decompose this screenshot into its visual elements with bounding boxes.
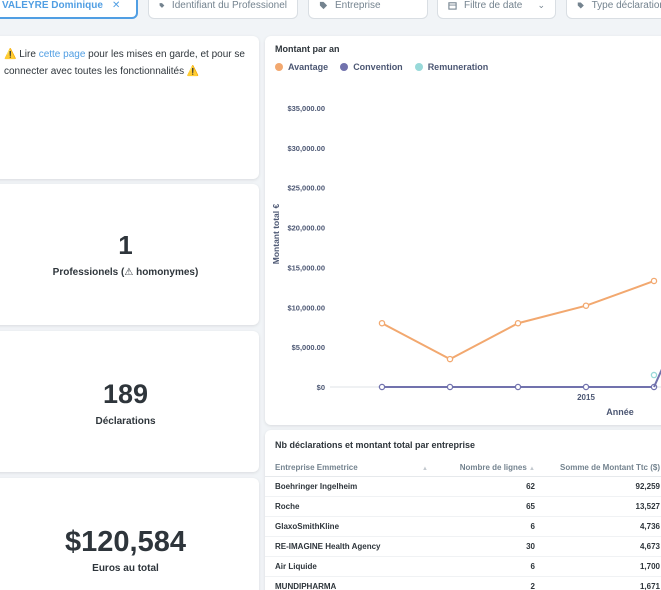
amount-cell: 4,673 bbox=[545, 536, 661, 557]
data-point-convention bbox=[582, 383, 590, 391]
warning-text: ⚠️ Lire cette page pour les mises en gar… bbox=[4, 49, 245, 77]
declarations-card: 189 Déclarations bbox=[0, 331, 259, 472]
filter-company[interactable]: Entreprise bbox=[308, 0, 428, 19]
amount-cell: 1,671 bbox=[545, 576, 661, 590]
company-table: Entreprise Emmetrice ▲ Nombre de lignes … bbox=[265, 460, 661, 590]
y-axis-title: Montant total € bbox=[271, 204, 281, 265]
table-header-row: Entreprise Emmetrice ▲ Nombre de lignes … bbox=[265, 460, 661, 477]
declarations-count: 189 bbox=[102, 379, 149, 409]
table-row[interactable]: GlaxoSmithKline 6 4,736 bbox=[265, 516, 661, 537]
data-point-remuneration bbox=[650, 371, 658, 379]
filter-date-label: Filtre de date bbox=[464, 0, 523, 11]
company-cell: Air Liquide bbox=[265, 556, 440, 577]
y-tick-label: $30,000.00 bbox=[287, 144, 325, 153]
tag-icon bbox=[159, 3, 165, 8]
chevron-down-icon: ⌄ bbox=[537, 0, 545, 10]
data-point-avantage bbox=[446, 355, 454, 363]
filter-active-label: VALEYRE Dominique bbox=[2, 0, 103, 11]
y-tick-label: $10,000.00 bbox=[287, 303, 325, 312]
calendar-icon bbox=[448, 2, 457, 10]
data-point-convention bbox=[378, 383, 386, 391]
table-row[interactable]: MUNDIPHARMA 2 1,671 bbox=[265, 576, 661, 590]
filter-declaration-type[interactable]: Type déclaration bbox=[566, 0, 661, 19]
close-icon[interactable]: ✕ bbox=[111, 0, 121, 11]
y-tick-label: $20,000.00 bbox=[287, 224, 325, 233]
legend-item-avantage[interactable]: Avantage bbox=[275, 62, 328, 72]
legend-dot bbox=[414, 63, 423, 71]
y-tick-label: $35,000.00 bbox=[287, 104, 325, 113]
total-label: Euros au total bbox=[92, 563, 159, 574]
data-point-convention bbox=[514, 383, 522, 391]
legend-item-convention[interactable]: Convention bbox=[340, 62, 403, 72]
line-chart: $0 $5,000.00 $10,000.00 $15,000.00 $20,000.0… bbox=[271, 104, 661, 417]
filter-declaration-type-label: Type déclaration bbox=[591, 0, 661, 11]
professionals-card: 1 Professionels (⚠ homonymes) bbox=[0, 184, 259, 325]
column-header-company[interactable]: Entreprise Emmetrice ▲ bbox=[265, 460, 440, 477]
company-cell: MUNDIPHARMA bbox=[265, 576, 440, 590]
warning-icon: ⚠️ bbox=[4, 49, 17, 60]
tag-icon bbox=[577, 2, 584, 9]
x-axis-title: Année bbox=[606, 407, 634, 417]
table-card: Nb déclarations et montant total par ent… bbox=[265, 430, 661, 590]
data-point-avantage bbox=[650, 277, 658, 285]
y-tick-label: $15,000.00 bbox=[287, 263, 325, 272]
company-cell: Boehringer Ingelheim bbox=[265, 476, 440, 497]
filter-professional-id[interactable]: Identifiant du Professionel bbox=[148, 0, 298, 19]
warning-icon: ⚠️ bbox=[186, 66, 200, 77]
filter-valeyre-dominique[interactable]: VALEYRE Dominique ✕ bbox=[0, 0, 138, 19]
filter-company-label: Entreprise bbox=[335, 0, 381, 11]
sort-icon: ▲ bbox=[529, 466, 535, 473]
x-tick-label: 2015 bbox=[577, 393, 595, 402]
y-tick-label: $5,000.00 bbox=[292, 343, 325, 352]
company-cell: Roche bbox=[265, 496, 440, 517]
chart-legend: Avantage Convention Remuneration bbox=[275, 62, 488, 72]
legend-dot bbox=[275, 63, 283, 71]
table-title: Nb déclarations et montant total par ent… bbox=[275, 440, 476, 450]
warning-card: ⚠️ Lire cette page pour les mises en gar… bbox=[0, 36, 259, 179]
professionals-label: Professionels (⚠ homonymes) bbox=[52, 267, 199, 278]
warning-link[interactable]: cette page bbox=[38, 49, 86, 60]
total-amount: $120,584 bbox=[65, 526, 186, 558]
table-row[interactable]: Air Liquide 6 1,700 bbox=[265, 556, 661, 577]
declarations-label: Déclarations bbox=[95, 416, 156, 427]
rows-cell: 30 bbox=[440, 536, 545, 557]
chart-card: Montant par an Avantage Convention Remun… bbox=[265, 36, 661, 425]
legend-item-remuneration[interactable]: Remuneration bbox=[414, 62, 488, 72]
rows-cell: 6 bbox=[440, 556, 545, 577]
amount-cell: 92,259 bbox=[545, 476, 661, 497]
company-cell: GlaxoSmithKline bbox=[265, 516, 440, 537]
data-point-avantage bbox=[582, 302, 590, 309]
rows-cell: 2 bbox=[440, 576, 545, 590]
data-point-avantage bbox=[514, 319, 522, 327]
tag-icon bbox=[319, 1, 328, 10]
column-header-amount[interactable]: Somme de Montant Ttc ($) bbox=[545, 460, 661, 477]
total-card: $120,584 Euros au total bbox=[0, 478, 259, 590]
amount-cell: 1,700 bbox=[545, 556, 661, 577]
data-point-convention bbox=[446, 383, 454, 391]
table-row[interactable]: RE-IMAGINE Health Agency 30 4,673 bbox=[265, 536, 661, 557]
filter-professional-id-label: Identifiant du Professionel bbox=[171, 0, 287, 11]
table-row[interactable]: Roche 65 13,527 bbox=[265, 496, 661, 517]
sort-icon: ▲ bbox=[421, 466, 428, 473]
table-row[interactable]: Boehringer Ingelheim 62 92,259 bbox=[265, 476, 661, 497]
series-line-convention-continuation bbox=[653, 368, 661, 388]
professionals-count: 1 bbox=[118, 230, 133, 260]
data-point-avantage bbox=[378, 319, 386, 327]
rows-cell: 6 bbox=[440, 516, 545, 537]
chart-title: Montant par an bbox=[275, 44, 340, 54]
legend-dot bbox=[340, 63, 349, 71]
filter-date[interactable]: Filtre de date ⌄ bbox=[437, 0, 556, 19]
y-tick-label: $25,000.00 bbox=[287, 184, 325, 193]
column-header-rows[interactable]: Nombre de lignes ▲ bbox=[440, 460, 545, 477]
amount-cell: 13,527 bbox=[545, 496, 661, 517]
y-tick-label: $0 bbox=[317, 383, 325, 392]
company-cell: RE-IMAGINE Health Agency bbox=[265, 536, 440, 557]
amount-cell: 4,736 bbox=[545, 516, 661, 537]
rows-cell: 65 bbox=[440, 496, 545, 517]
rows-cell: 62 bbox=[440, 476, 545, 497]
